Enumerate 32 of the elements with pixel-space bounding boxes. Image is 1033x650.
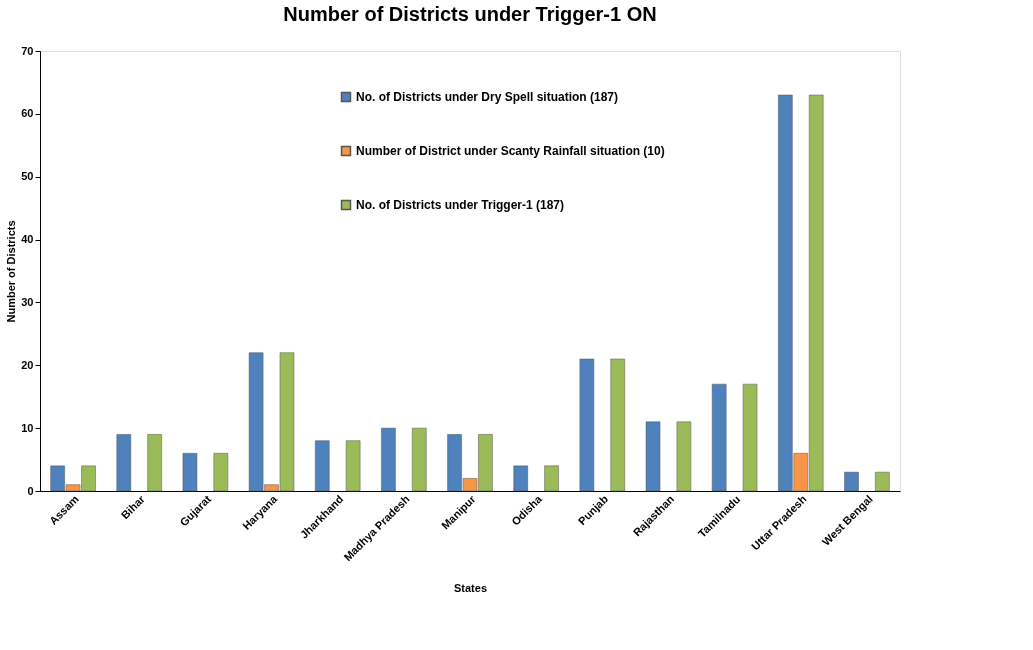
bar	[579, 358, 595, 492]
chart-title: Number of Districts under Trigger-1 ON	[283, 3, 657, 25]
y-tick-label: 0	[27, 484, 34, 497]
bar	[315, 440, 330, 492]
y-tick-label: 20	[21, 358, 34, 371]
y-tick-label: 50	[21, 170, 34, 183]
y-axis-title: Number of Districts	[5, 220, 18, 323]
y-tick-label: 60	[21, 107, 34, 120]
bar	[645, 421, 661, 492]
bar	[381, 427, 396, 492]
legend-label: Number of District under Scanty Rainfall situation (10)	[356, 144, 665, 158]
bar	[742, 383, 758, 492]
legend-label: No. of Districts under Trigger-1 (187)	[356, 198, 565, 212]
y-tick-label: 30	[21, 295, 34, 308]
x-axis-title: States	[453, 582, 488, 595]
bar	[610, 358, 625, 492]
bar	[544, 465, 559, 492]
y-tick-label: 40	[21, 233, 34, 246]
bar	[182, 453, 198, 492]
y-tick-label: 10	[21, 421, 34, 434]
y-tick-label: 70	[21, 44, 34, 57]
bar	[513, 465, 528, 492]
bar	[844, 471, 859, 492]
bar	[875, 471, 890, 492]
bar	[147, 434, 162, 492]
bar	[345, 440, 361, 492]
bar	[676, 421, 692, 492]
bar	[711, 383, 727, 492]
bar	[213, 453, 229, 492]
bar	[116, 434, 132, 492]
legend-label: No. of Districts under Dry Spell situation (187)	[356, 90, 619, 104]
bar	[412, 427, 427, 492]
